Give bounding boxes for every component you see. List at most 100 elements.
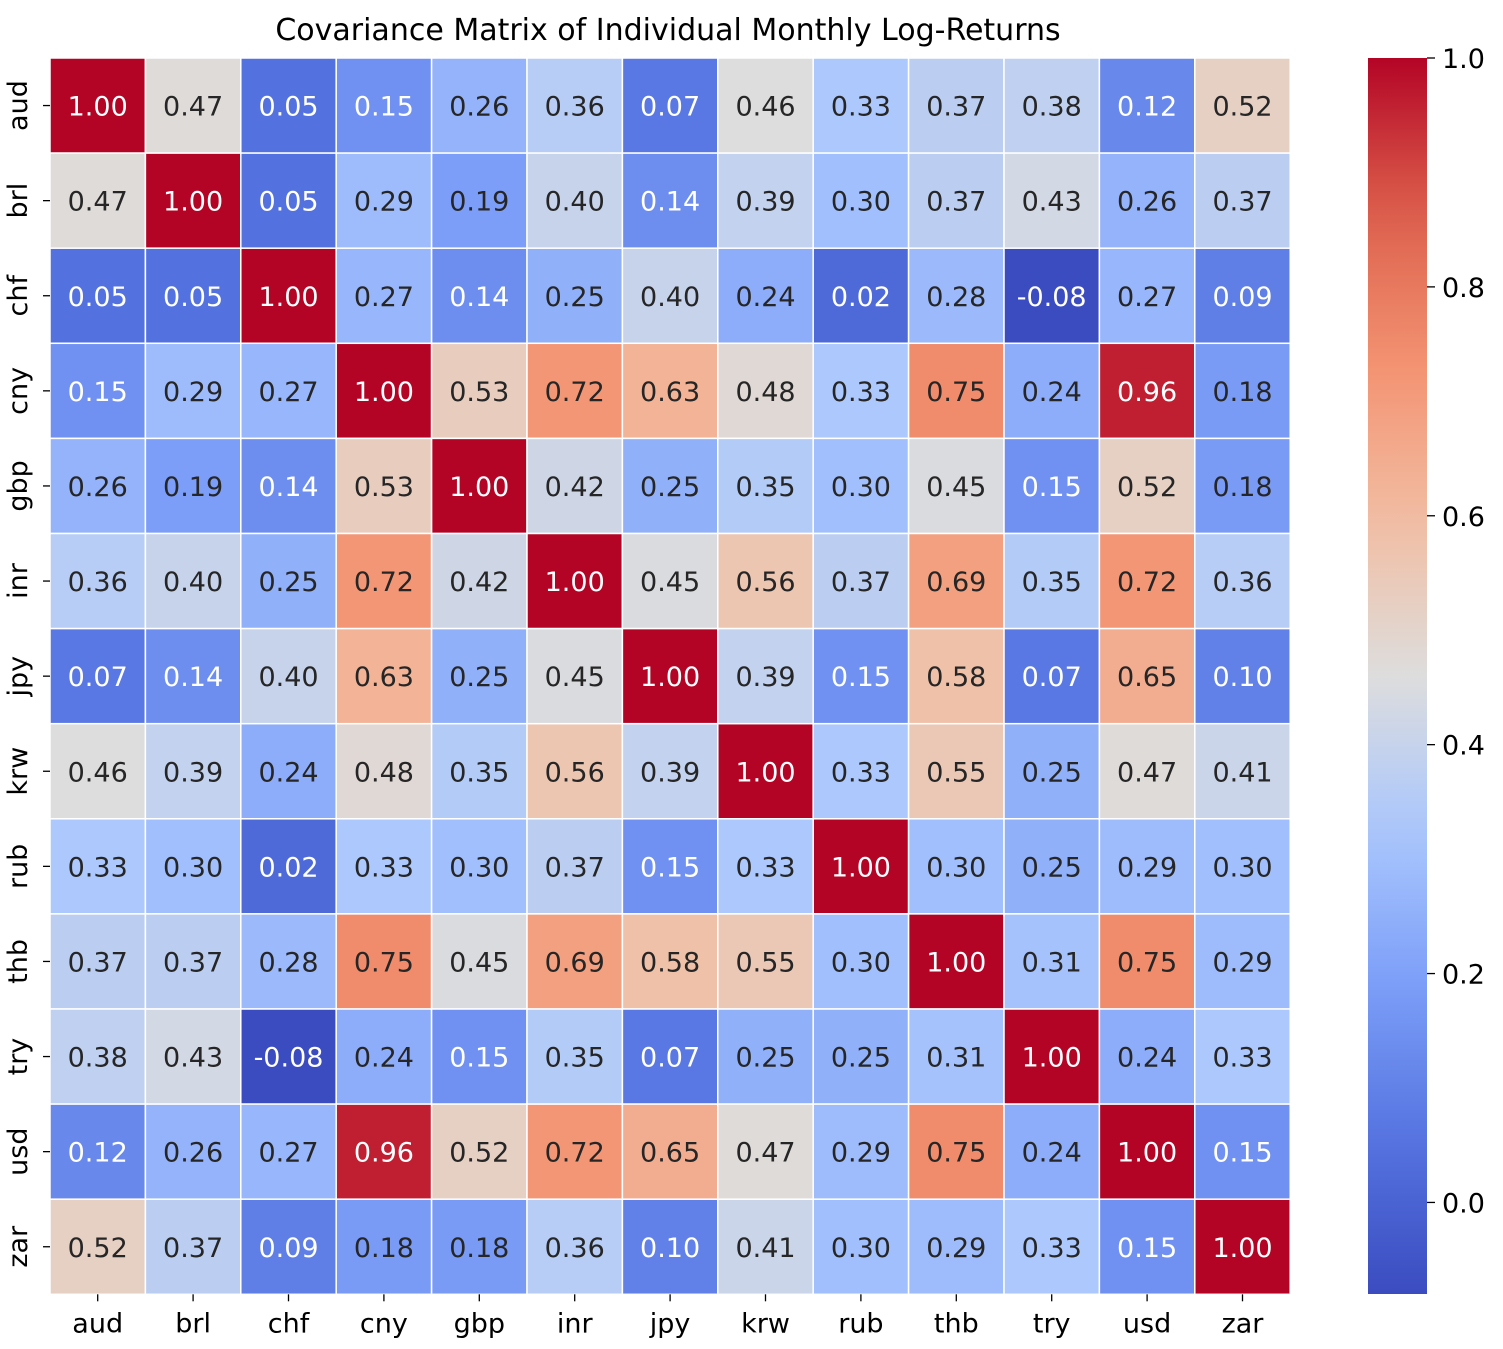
heatmap-cell-inr-gbp: [430, 532, 528, 630]
cell-value-label: 0.25: [449, 662, 509, 693]
x-tick-label-rub: rub: [838, 1308, 883, 1339]
cell-value-label: 0.43: [1022, 187, 1082, 218]
cell-value-label: 1.00: [68, 92, 128, 123]
heatmap-cell-aud-brl: [144, 57, 242, 154]
heatmap-cell-cny-thb: [907, 342, 1005, 440]
cell-value-label: 0.18: [354, 1233, 414, 1264]
heatmap-cell-jpy-cny: [335, 627, 433, 725]
cell-value-label: 0.39: [163, 757, 223, 788]
cell-value-label: 0.29: [1212, 947, 1272, 978]
cell-value-label: 0.47: [1117, 757, 1177, 788]
cell-value-label: 0.15: [831, 662, 891, 693]
cell-value-label: 0.31: [1022, 947, 1082, 978]
cell-value-label: 0.26: [1117, 187, 1177, 218]
cell-value-label: 0.07: [640, 1043, 700, 1074]
cell-value-label: 0.10: [1212, 662, 1272, 693]
y-tick-label-rub: rub: [3, 844, 34, 889]
heatmap-cell-thb-jpy: [621, 913, 719, 1010]
cell-value-label: 0.35: [449, 757, 509, 788]
cell-value-label: 0.30: [449, 852, 509, 883]
cell-value-label: 0.33: [68, 852, 128, 883]
heatmap-cell-aud-krw: [717, 57, 814, 154]
cell-value-label: 0.37: [926, 187, 986, 218]
x-tick-label-krw: krw: [741, 1308, 790, 1339]
heatmap-cell-brl-krw: [717, 152, 814, 249]
heatmap-cell-inr-brl: [144, 532, 242, 630]
cell-value-label: 0.75: [926, 1138, 986, 1169]
x-tick-label-zar: zar: [1222, 1308, 1265, 1339]
cell-value-label: 0.46: [735, 92, 795, 123]
heatmap-cell-try-cny: [335, 1008, 433, 1105]
heatmap-cell-jpy-gbp: [430, 627, 528, 725]
y-tick-label-brl: brl: [3, 183, 34, 219]
cell-value-label: 0.37: [926, 92, 986, 123]
heatmap-cell-aud-aud: [49, 57, 147, 154]
heatmap-cell-usd-zar: [1194, 1103, 1291, 1200]
colorbar-tick-label: 0.4: [1442, 731, 1485, 762]
cell-value-label: 0.18: [1212, 377, 1272, 408]
cell-value-label: 0.42: [545, 472, 605, 503]
cell-value-label: 1.00: [640, 662, 700, 693]
cell-value-label: 0.33: [1022, 1233, 1082, 1264]
cell-value-label: 0.37: [1212, 187, 1272, 218]
cell-value-label: 0.72: [1117, 567, 1177, 598]
cell-value-label: 1.00: [831, 852, 891, 883]
x-tick-label-thb: thb: [934, 1308, 979, 1339]
cell-value-label: 0.33: [831, 757, 891, 788]
heatmap-cell-brl-jpy: [621, 152, 719, 249]
heatmap-cell-thb-cny: [335, 913, 433, 1010]
colorbar-tick-label: 0.6: [1442, 502, 1485, 533]
colorbar-tick-label: 1.0: [1442, 44, 1485, 75]
heatmap-cell-jpy-thb: [907, 627, 1005, 725]
heatmap-cell-try-krw: [717, 1008, 814, 1105]
heatmap-cell-brl-aud: [49, 152, 147, 249]
cell-value-label: 0.27: [354, 282, 414, 313]
heatmap-cell-krw-gbp: [430, 722, 528, 820]
heatmap-cell-jpy-rub: [812, 627, 910, 725]
heatmap-cell-jpy-aud: [49, 627, 147, 725]
heatmap-cell-brl-inr: [526, 152, 624, 249]
heatmap-cell-chf-brl: [144, 247, 242, 345]
chart-title: Covariance Matrix of Individual Monthly …: [275, 13, 1060, 48]
cell-value-label: 0.72: [545, 1138, 605, 1169]
y-tick-label-zar: zar: [3, 1225, 34, 1268]
cell-value-label: 0.33: [831, 377, 891, 408]
cell-value-label: 0.40: [545, 187, 605, 218]
y-tick-label-aud: aud: [3, 80, 34, 131]
heatmap-cell-chf-chf: [240, 247, 337, 345]
heatmap-cell-try-gbp: [430, 1008, 528, 1105]
heatmap-cell-krw-inr: [526, 722, 624, 820]
heatmap-cell-rub-aud: [49, 818, 147, 915]
heatmap-cell-brl-thb: [907, 152, 1005, 249]
cell-value-label: 0.05: [68, 282, 128, 313]
cell-value-label: 1.00: [545, 567, 605, 598]
cell-value-label: 0.47: [163, 92, 223, 123]
heatmap-cell-jpy-chf: [240, 627, 337, 725]
heatmap-cell-usd-jpy: [621, 1103, 719, 1200]
cell-value-label: 0.15: [640, 852, 700, 883]
cell-value-label: 0.30: [926, 852, 986, 883]
heatmap-cell-brl-rub: [812, 152, 910, 249]
cell-value-label: 0.41: [1212, 757, 1272, 788]
heatmap-cell-thb-gbp: [430, 913, 528, 1010]
cell-value-label: 0.37: [831, 567, 891, 598]
heatmap-cell-aud-chf: [240, 57, 337, 154]
cell-value-label: 1.00: [735, 757, 795, 788]
heatmap-cell-inr-jpy: [621, 532, 719, 630]
cell-value-label: 0.47: [735, 1138, 795, 1169]
cell-value-label: 0.18: [1212, 472, 1272, 503]
cell-value-label: 0.45: [449, 947, 509, 978]
cell-value-label: 0.05: [258, 92, 318, 123]
cell-value-label: 0.33: [1212, 1043, 1272, 1074]
cell-value-label: 0.48: [354, 757, 414, 788]
heatmap-cell-rub-cny: [335, 818, 433, 915]
cell-value-label: 0.24: [1117, 1043, 1177, 1074]
heatmap-cell-inr-chf: [240, 532, 337, 630]
y-tick-label-try: try: [3, 1038, 34, 1076]
cell-value-label: 0.15: [354, 92, 414, 123]
heatmap-cell-krw-rub: [812, 722, 910, 820]
heatmap-cell-gbp-rub: [812, 437, 910, 535]
x-tick-label-try: try: [1033, 1308, 1071, 1339]
cell-value-label: 0.29: [926, 1233, 986, 1264]
heatmap-cell-rub-usd: [1098, 818, 1196, 915]
